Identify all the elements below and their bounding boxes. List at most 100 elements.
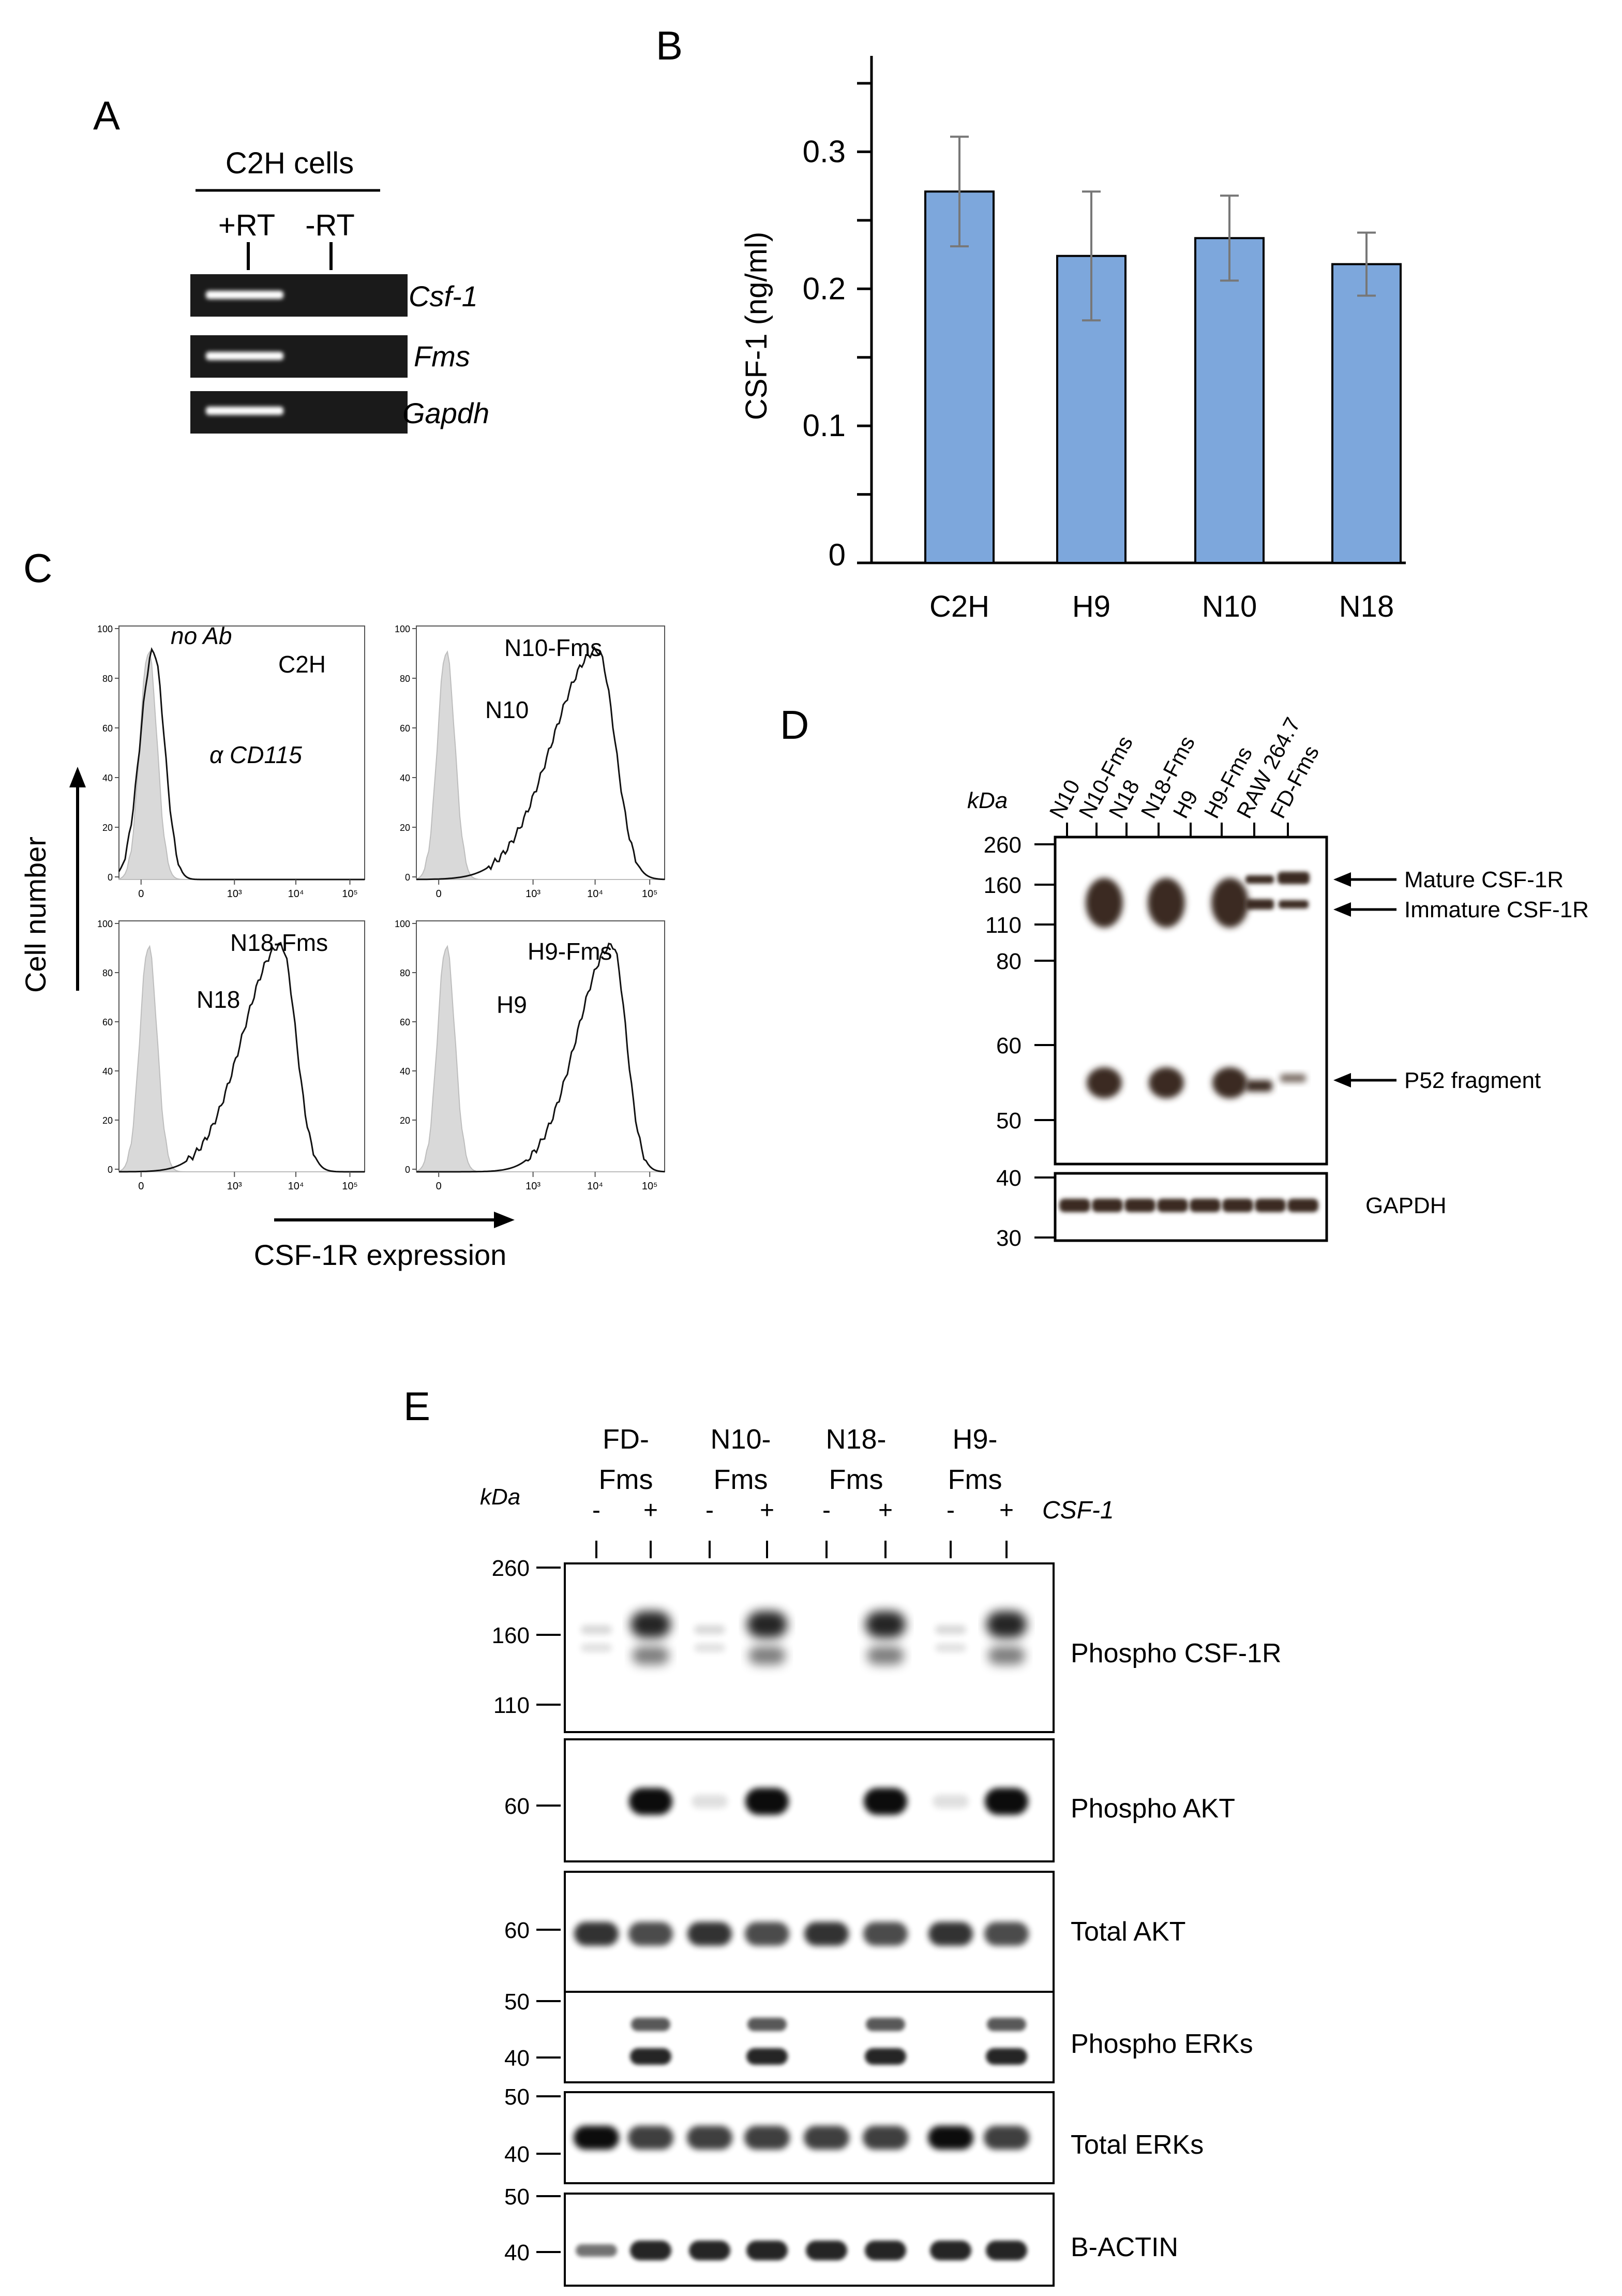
flow-xlabel: CSF-1R expression (254, 1239, 507, 1271)
lane-label-minus-rt: -RT (305, 208, 355, 242)
panel-e-band (933, 1795, 969, 1808)
flow-plot: 100 80 60 40 20 0 0 10³ 10⁴ 10⁵ (395, 624, 665, 900)
panel-d-letter: D (780, 702, 809, 748)
chart-y-tick-label: 0.3 (803, 134, 846, 169)
flow-y-tick-label: 0 (108, 1165, 113, 1175)
panel-e-band (694, 1644, 725, 1652)
chart-error-bars (950, 136, 1376, 322)
flow-y-tick-label: 60 (400, 723, 410, 734)
panel-e-band (628, 1922, 673, 1946)
flow-label-n18-fms: N18-Fms (230, 929, 328, 956)
panel-e-band (692, 1795, 728, 1808)
panel-e-blot-label: Phospho AKT (1071, 1794, 1235, 1824)
panel-e-band (628, 2126, 673, 2150)
panel-e-letter: E (403, 1383, 430, 1429)
band-fd-mature (1278, 872, 1310, 884)
flow-y-tick-label: 100 (395, 624, 410, 634)
flow-control-histogram (118, 945, 365, 1172)
panel-e-band (863, 1922, 908, 1946)
panel-e-band (987, 2018, 1026, 2031)
panel-e-band (864, 1788, 907, 1815)
band-fd-p52 (1280, 1074, 1306, 1082)
panel-e-band (745, 1788, 789, 1815)
panel-e-band (581, 1625, 612, 1634)
flow-control-histogram (416, 650, 665, 880)
panel-e-band (986, 2241, 1027, 2260)
flow-x-tick-label: 0 (436, 888, 442, 900)
flow-x-tick-label: 10³ (525, 1181, 540, 1192)
flow-y-tick-label: 60 (102, 1017, 113, 1027)
panel-e-marker-label: 60 (504, 1794, 530, 1819)
flow-x-tick-label: 10⁵ (342, 1181, 358, 1192)
chart-bars (924, 190, 1402, 564)
band-fd-immature (1279, 900, 1309, 908)
panel-e-band (986, 2048, 1027, 2065)
panel-d-marker-label: 260 (984, 832, 1022, 858)
gene-label-gapdh: Gapdh (402, 397, 489, 429)
panel-e-band (865, 2048, 906, 2065)
panel-e-band (935, 1644, 966, 1652)
chart-x-labels: C2H H9 N10 N18 (929, 590, 1394, 623)
gene-label-fms: Fms (414, 340, 470, 372)
flow-label-h9-fms: H9-Fms (528, 938, 612, 965)
band-gapdh (1157, 1199, 1188, 1212)
panel-e-band (804, 2126, 849, 2150)
chart-x-label: N18 (1339, 590, 1394, 623)
chart-y-ticks: 0 0.1 0.2 0.3 (803, 82, 872, 572)
panel-e-band (630, 1611, 671, 1638)
panel-e-band (689, 2241, 730, 2260)
gel-band-fms (206, 352, 283, 360)
panel-e-band (574, 2126, 619, 2150)
flow-x-tick-label: 10³ (227, 888, 242, 900)
flow-y-tick-label: 80 (102, 968, 113, 978)
flow-x-tick-label: 10⁵ (342, 888, 358, 900)
panel-c-letter: C (23, 545, 52, 591)
panel-e-band (747, 2018, 787, 2031)
flow-x-tick-label: 10³ (227, 1181, 242, 1192)
band-p52 (1149, 1067, 1184, 1098)
arrowhead-mature (1333, 872, 1351, 887)
panel-e-group-line2: Fms (599, 1464, 653, 1495)
panel-e-sign: - (705, 1497, 714, 1524)
flow-label-n10-fms: N10-Fms (504, 634, 602, 661)
panel-e-blot: 50 40 Phospho ERKs (504, 1989, 1253, 2083)
panel-d-gapdh-bands (1059, 1199, 1318, 1212)
panel-e-blot-frame (564, 2193, 1055, 2287)
panel-e-marker-label: 50 (504, 1989, 530, 2015)
flow-y-tick-label: 80 (102, 674, 113, 684)
panel-e-band (630, 2048, 671, 2065)
panel-e-marker-label: 260 (492, 1556, 530, 1581)
chart-bar (924, 190, 995, 564)
band-raw-immature (1245, 899, 1274, 910)
flow-y-tick-label: 40 (400, 773, 410, 783)
panel-a: A C2H cells +RT -RT Csf-1 Fms Gapdh (93, 93, 489, 434)
flow-ylabel: Cell number (19, 837, 52, 993)
panel-e-sign: - (822, 1497, 831, 1524)
chart-y-tick-label: 0 (829, 538, 846, 572)
chart-ylabel: CSF-1 (ng/ml) (740, 232, 773, 420)
panel-e-group-line1: N10- (710, 1424, 771, 1455)
panel-e-group-line1: N18- (825, 1424, 886, 1455)
flow-y-tick-label: 80 (400, 674, 410, 684)
panel-e-sign: - (592, 1497, 600, 1524)
band-gapdh (1222, 1199, 1253, 1212)
panel-e-group-line1: FD- (603, 1424, 649, 1455)
panel-d-marker-label: 160 (984, 873, 1022, 898)
flow-label-h9: H9 (497, 991, 527, 1018)
flow-x-tick-label: 10⁴ (587, 1181, 603, 1192)
panel-e-band (629, 1788, 672, 1815)
flow-y-tick-label: 80 (400, 968, 410, 978)
panel-e-band (930, 2241, 971, 2260)
band-csf1r (1086, 878, 1123, 928)
flow-y-tick-label: 0 (405, 1165, 410, 1175)
panel-e-marker-label: 50 (504, 2184, 530, 2210)
flow-x-tick-label: 0 (138, 1181, 144, 1192)
panel-e-group-line2: Fms (948, 1464, 1002, 1495)
flow-x-tick-label: 10⁴ (288, 888, 304, 900)
panel-d-markers: 260 160 110 80 60 50 40 30 (984, 832, 1055, 1251)
flow-plot: 100 80 60 40 20 0 0 10³ 10⁴ 10⁵ (395, 919, 665, 1192)
chart-x-label: C2H (929, 590, 989, 623)
panel-e-marker-label: 40 (504, 2240, 530, 2265)
